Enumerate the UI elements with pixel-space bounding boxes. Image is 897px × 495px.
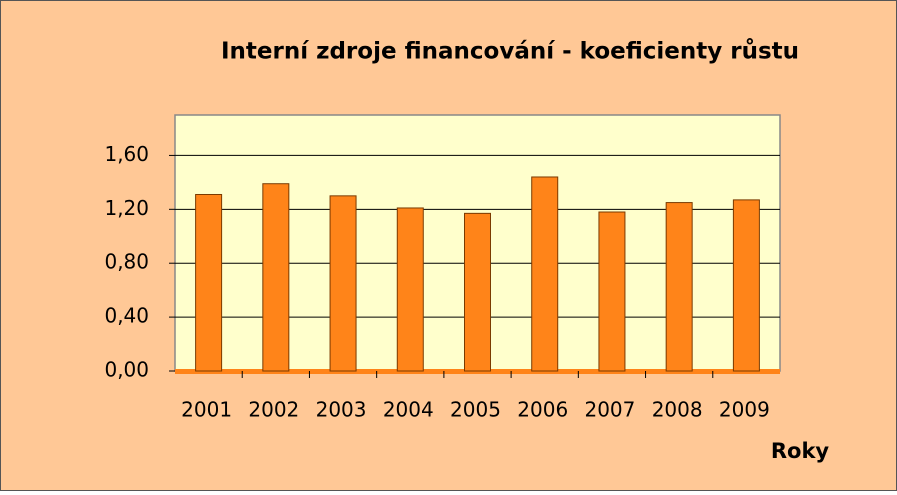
y-tick-label: 0,40 (104, 304, 149, 328)
x-tick-label: 2009 (719, 398, 770, 422)
x-axis-label: Roky (771, 439, 830, 463)
bar (665, 202, 693, 372)
x-tick-label: 2001 (181, 398, 232, 422)
y-tick-label: 1,60 (104, 142, 149, 166)
bar (531, 176, 559, 372)
x-tick-label: 2008 (652, 398, 703, 422)
bar (396, 207, 424, 372)
bar (262, 183, 290, 372)
y-tick-label: 0,00 (104, 358, 149, 382)
chart-title: Interní zdroje financování - koeficienty… (221, 38, 799, 65)
x-tick-label: 2005 (450, 398, 501, 422)
bar (464, 212, 491, 372)
x-tick-label: 2004 (383, 398, 434, 422)
bar (598, 211, 626, 372)
bar (329, 195, 357, 372)
bar (732, 199, 760, 372)
x-tick-label: 2007 (584, 398, 635, 422)
y-tick-label: 1,20 (104, 196, 149, 220)
x-tick-label: 2002 (248, 398, 299, 422)
x-tick-label: 2006 (517, 398, 568, 422)
x-tick-label: 2003 (316, 398, 367, 422)
bar (195, 193, 223, 372)
y-tick-label: 0,80 (104, 250, 149, 274)
